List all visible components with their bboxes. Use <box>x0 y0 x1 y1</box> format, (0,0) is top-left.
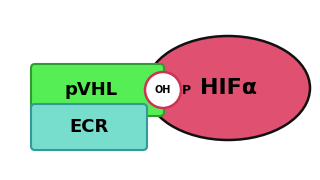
FancyBboxPatch shape <box>31 64 164 116</box>
FancyBboxPatch shape <box>31 104 147 150</box>
Ellipse shape <box>146 36 310 140</box>
Text: HIFα: HIFα <box>199 78 257 98</box>
Circle shape <box>145 72 181 108</box>
Text: pVHL: pVHL <box>65 81 118 99</box>
Text: P: P <box>181 84 191 96</box>
Text: OH: OH <box>155 85 171 95</box>
Text: ECR: ECR <box>69 118 108 136</box>
